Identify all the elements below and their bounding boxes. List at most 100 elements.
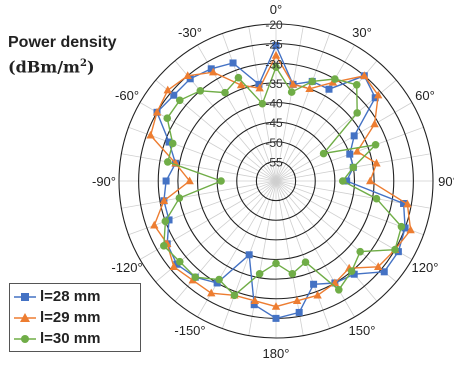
data-point <box>397 222 406 231</box>
chart-unit-close: ) <box>86 57 95 77</box>
data-point <box>146 130 155 139</box>
data-point <box>350 132 358 140</box>
polar-labels: -20 -25 -30 -35 -40 -45 -50 -55 0° 30° 60° 90° 120° 1… <box>92 2 454 361</box>
angle-tick-label: 30° <box>352 25 372 40</box>
angle-tick-label: 180° <box>263 346 290 361</box>
data-point <box>272 42 280 50</box>
data-point <box>163 85 172 94</box>
data-point <box>313 290 322 299</box>
data-point <box>271 50 281 59</box>
data-point <box>159 196 169 204</box>
data-point <box>305 84 314 92</box>
data-point <box>356 247 364 256</box>
data-point <box>165 138 173 146</box>
data-point <box>288 79 298 88</box>
angle-tick-label: 90° <box>438 174 454 189</box>
data-point <box>175 96 184 105</box>
data-point <box>163 114 172 122</box>
radial-tick-label: -25 <box>265 38 283 52</box>
legend-label-l29: l=29 mm <box>40 309 101 326</box>
legend-label-l28: l=28 mm <box>40 288 101 305</box>
radial-tick-label: -20 <box>265 18 283 32</box>
data-point <box>331 75 339 83</box>
data-point <box>346 150 354 158</box>
data-point <box>183 71 192 79</box>
data-point <box>250 296 260 305</box>
legend-swatch-square <box>14 292 36 301</box>
data-point <box>255 80 263 88</box>
chart-unit-base: (dBm/m <box>8 57 80 77</box>
data-point <box>185 176 194 185</box>
data-point <box>152 107 162 116</box>
radial-tick-label: -30 <box>265 57 283 71</box>
grid-ring <box>157 62 395 300</box>
data-point <box>175 257 184 266</box>
data-point <box>272 314 280 322</box>
data-point <box>255 269 264 278</box>
data-point <box>372 158 381 167</box>
angle-tick-label: 150° <box>349 323 376 338</box>
data-point <box>245 251 253 259</box>
data-point <box>170 91 178 99</box>
chart-title: Power density <box>8 34 117 51</box>
data-point <box>209 67 218 76</box>
data-point <box>295 308 303 316</box>
data-point <box>400 199 408 207</box>
series-layer <box>146 42 415 322</box>
legend-label-l30: l=30 mm <box>40 330 101 347</box>
data-point <box>335 285 343 294</box>
chart-title-block: Power density (dBm/m2) <box>8 32 116 77</box>
radial-tick-label: -35 <box>265 77 283 91</box>
data-point <box>217 177 225 185</box>
data-point <box>175 194 184 202</box>
grid-ring <box>216 121 336 241</box>
data-point <box>221 88 229 97</box>
grid-ring <box>196 101 356 261</box>
data-point <box>352 80 361 89</box>
data-point <box>353 109 361 117</box>
data-point <box>380 268 388 276</box>
grid-ring <box>236 141 316 221</box>
data-point <box>250 301 258 309</box>
angle-tick-label: 0° <box>270 2 282 17</box>
data-point <box>255 83 264 92</box>
legend-item-l28: l=28 mm <box>14 286 136 307</box>
data-point <box>230 291 239 300</box>
data-point <box>162 177 170 185</box>
data-point <box>319 149 328 158</box>
data-point <box>372 194 381 203</box>
angle-tick-label: -90° <box>92 174 116 189</box>
data-point <box>207 288 216 297</box>
series-2 <box>160 63 406 300</box>
legend-item-l30: l=30 mm <box>14 328 136 349</box>
data-point <box>343 177 351 185</box>
data-point <box>292 296 302 305</box>
legend-swatch-circle <box>14 334 36 343</box>
legend-swatch-triangle <box>14 312 36 322</box>
chart-unit: (dBm/m2) <box>8 53 116 77</box>
data-point <box>366 176 375 185</box>
radial-tick-label: -45 <box>265 116 283 130</box>
data-point <box>229 59 237 67</box>
data-point <box>271 302 281 310</box>
data-point <box>360 71 369 79</box>
data-point <box>287 88 296 96</box>
data-point <box>207 65 215 73</box>
angle-tick-label: 60° <box>415 88 435 103</box>
data-point <box>401 224 409 232</box>
radial-tick-label: -55 <box>265 155 283 169</box>
data-point <box>160 241 168 250</box>
data-point <box>163 158 172 166</box>
data-point <box>168 139 177 148</box>
data-point <box>161 217 170 226</box>
legend-item-l29: l=29 mm <box>14 307 136 328</box>
data-point <box>370 119 379 128</box>
data-point <box>234 73 243 82</box>
data-point <box>338 177 347 185</box>
data-point <box>288 269 297 278</box>
data-point <box>350 270 358 278</box>
data-point <box>173 260 181 268</box>
data-point <box>347 267 356 276</box>
data-point <box>213 279 221 287</box>
data-point <box>191 273 200 282</box>
